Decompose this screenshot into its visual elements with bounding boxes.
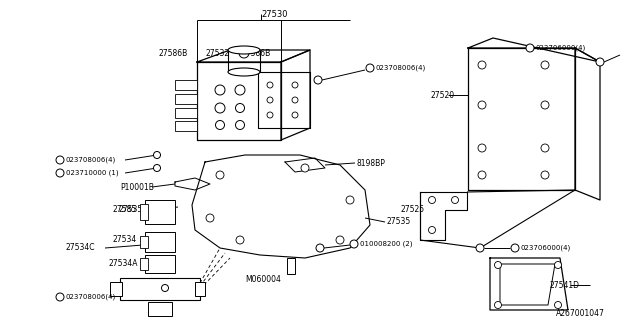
Text: 27585: 27585 (112, 205, 136, 214)
Circle shape (554, 301, 561, 308)
Circle shape (267, 82, 273, 88)
Circle shape (596, 58, 604, 66)
Text: 27586B: 27586B (158, 49, 188, 58)
Circle shape (206, 214, 214, 222)
Text: 27534A: 27534A (108, 259, 138, 268)
Circle shape (336, 236, 344, 244)
Text: 023708006(4): 023708006(4) (376, 65, 426, 71)
Text: N: N (58, 157, 62, 163)
Text: 27541D: 27541D (550, 281, 580, 290)
Bar (287, 258, 295, 274)
Text: N: N (58, 171, 62, 175)
Bar (140, 258, 148, 270)
Circle shape (541, 101, 549, 109)
Text: 010008200 (2): 010008200 (2) (360, 241, 412, 247)
Bar (145, 232, 175, 252)
Circle shape (236, 121, 244, 130)
Text: 023706000(4): 023706000(4) (536, 45, 586, 51)
Bar (140, 236, 148, 248)
Circle shape (495, 301, 502, 308)
Circle shape (511, 244, 519, 252)
Circle shape (216, 121, 225, 130)
Text: 023706000(4): 023706000(4) (520, 245, 571, 251)
Circle shape (292, 112, 298, 118)
Text: N: N (513, 245, 517, 251)
Text: A267001047: A267001047 (556, 308, 605, 317)
Circle shape (215, 103, 225, 113)
Bar (145, 200, 175, 224)
Text: N: N (528, 45, 532, 51)
Bar (195, 282, 205, 296)
Circle shape (56, 169, 64, 177)
Circle shape (239, 48, 249, 58)
Text: 8198BP: 8198BP (356, 158, 385, 167)
Circle shape (216, 171, 224, 179)
Bar (145, 255, 175, 273)
Bar (175, 121, 197, 131)
Circle shape (215, 85, 225, 95)
Circle shape (161, 284, 168, 292)
Text: P10001B: P10001B (120, 182, 154, 191)
Circle shape (541, 144, 549, 152)
Bar (110, 282, 122, 296)
Circle shape (292, 82, 298, 88)
Circle shape (554, 261, 561, 268)
Text: M060004: M060004 (245, 276, 281, 284)
Text: 27530: 27530 (261, 10, 287, 19)
Circle shape (154, 151, 161, 158)
Circle shape (478, 101, 486, 109)
Text: 023708006(4): 023708006(4) (65, 157, 116, 163)
Circle shape (478, 61, 486, 69)
Text: 27525: 27525 (400, 205, 424, 214)
Circle shape (235, 85, 245, 95)
Ellipse shape (228, 46, 260, 54)
Circle shape (301, 164, 309, 172)
Circle shape (541, 171, 549, 179)
Circle shape (236, 236, 244, 244)
Bar (175, 94, 197, 104)
Text: 27534C: 27534C (65, 244, 95, 252)
Circle shape (56, 156, 64, 164)
Text: 023708006(4): 023708006(4) (65, 294, 116, 300)
Text: 27586B: 27586B (241, 49, 270, 58)
Text: 27532: 27532 (205, 49, 229, 58)
Circle shape (154, 164, 161, 172)
Ellipse shape (228, 68, 260, 76)
Bar (140, 204, 148, 220)
Text: N: N (368, 66, 372, 70)
Text: N: N (58, 294, 62, 300)
Circle shape (495, 261, 502, 268)
Circle shape (314, 76, 322, 84)
Circle shape (526, 44, 534, 52)
Circle shape (429, 196, 435, 204)
Circle shape (292, 97, 298, 103)
Bar (175, 108, 197, 118)
Text: 27535: 27535 (386, 218, 410, 227)
Text: 27534: 27534 (112, 236, 136, 244)
Circle shape (56, 293, 64, 301)
Circle shape (236, 103, 244, 113)
Circle shape (451, 196, 458, 204)
Text: 023710000 (1): 023710000 (1) (65, 170, 118, 176)
Bar (120, 278, 200, 300)
Bar (175, 80, 197, 90)
Circle shape (478, 171, 486, 179)
Bar (148, 302, 172, 316)
Text: 27520: 27520 (430, 91, 454, 100)
Circle shape (346, 196, 354, 204)
Circle shape (267, 97, 273, 103)
Circle shape (316, 244, 324, 252)
Circle shape (267, 112, 273, 118)
Circle shape (476, 244, 484, 252)
Circle shape (478, 144, 486, 152)
Circle shape (429, 227, 435, 234)
Circle shape (366, 64, 374, 72)
Text: B: B (352, 242, 356, 246)
Circle shape (350, 240, 358, 248)
Text: 27535E: 27535E (118, 205, 147, 214)
Circle shape (541, 61, 549, 69)
